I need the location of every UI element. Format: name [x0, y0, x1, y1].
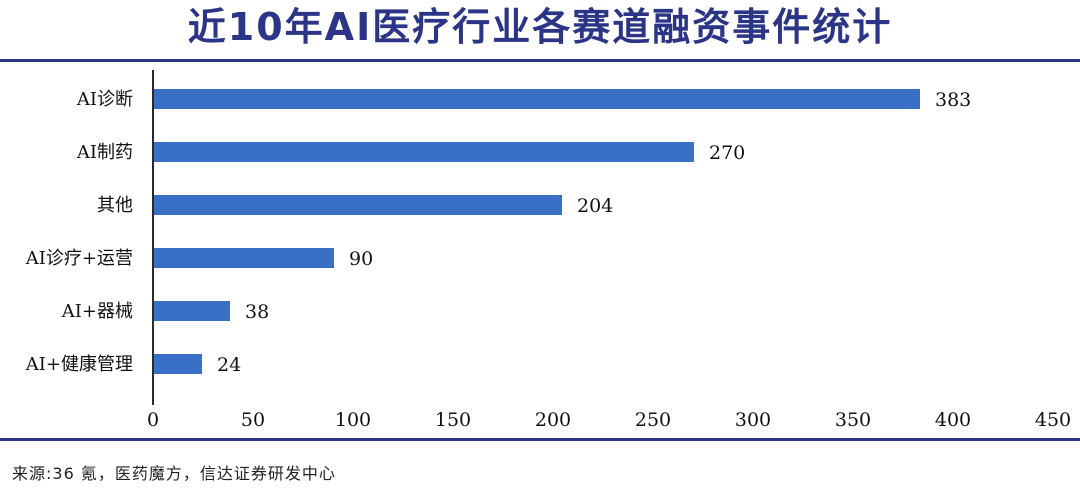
x-tick-label: 300: [735, 409, 771, 431]
x-tick-label: 400: [935, 409, 971, 431]
bar: [154, 354, 202, 374]
data-label: 204: [577, 195, 613, 217]
x-tick-label: 150: [435, 409, 471, 431]
bar: [154, 248, 334, 268]
category-label: AI诊断: [76, 89, 133, 110]
x-tick-label: 50: [241, 409, 265, 431]
bars-layer: [154, 89, 920, 374]
category-label: AI制药: [76, 142, 133, 163]
x-tick-label: 200: [535, 409, 571, 431]
bar: [154, 301, 230, 321]
bar-chart: 0 50 100 150 200 250 300 350 400 450 AI诊断 383 AI制药 27…: [25, 70, 1071, 431]
x-tick-label: 350: [835, 409, 871, 431]
labels-layer: 0 50 100 150 200 250 300 350 400 450 AI诊断 383 AI制药 27…: [25, 89, 1071, 431]
data-label: 24: [217, 354, 241, 376]
source-divider: [0, 438, 1080, 441]
x-tick-label: 250: [635, 409, 671, 431]
data-label: 90: [349, 248, 373, 270]
title-divider: [0, 59, 1080, 62]
data-label: 38: [245, 301, 269, 323]
x-tick-label: 0: [147, 409, 159, 431]
source-note: 来源:36 氪，医药魔方，信达证券研发中心: [12, 464, 336, 483]
x-tick-label: 450: [1035, 409, 1071, 431]
chart-title: 近10年AI医疗行业各赛道融资事件统计: [187, 5, 893, 49]
data-label: 383: [935, 89, 971, 111]
bar: [154, 195, 562, 215]
category-label: 其他: [97, 195, 133, 216]
category-label: AI+健康管理: [25, 354, 133, 375]
bar: [154, 89, 920, 109]
data-label: 270: [709, 142, 745, 164]
category-label: AI诊疗+运营: [25, 248, 133, 269]
bar: [154, 142, 694, 162]
x-tick-label: 100: [335, 409, 371, 431]
category-label: AI+器械: [61, 301, 133, 322]
